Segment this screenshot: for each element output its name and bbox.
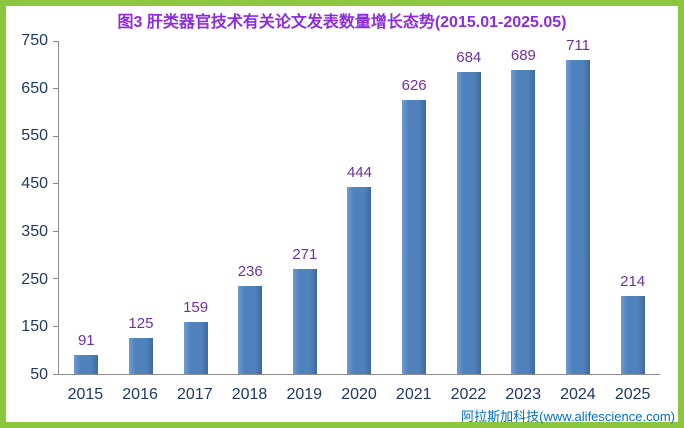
y-tick-mark: [53, 88, 59, 90]
y-tick-mark: [53, 135, 59, 137]
y-tick-label: 350: [21, 222, 48, 240]
bar-band: 711: [551, 38, 606, 374]
bar: 444: [347, 165, 372, 374]
bar: 159: [183, 300, 208, 374]
bar-band: 91: [59, 41, 114, 374]
bar: 684: [456, 50, 481, 374]
x-tick-label: 2019: [286, 386, 323, 403]
bar-band: 214: [605, 41, 660, 374]
bar-band: 444: [332, 41, 387, 374]
y-axis: 50 150 250 350 450 550 650 750: [0, 33, 50, 383]
x-tick-label: 2018: [231, 386, 268, 403]
y-tick-label: 550: [21, 127, 48, 145]
y-tick-label: 450: [21, 175, 48, 193]
y-tick-mark: [53, 278, 59, 280]
x-tick-label: 2024: [560, 386, 596, 403]
bar-value-label: 684: [456, 49, 482, 67]
y-tick-label: 250: [21, 270, 48, 288]
bar-band: 689: [496, 41, 551, 374]
plot-area: 91 125 159 236 271 444 626 684 689 711 214: [53, 38, 660, 375]
y-tick-mark: [53, 325, 59, 327]
bar-band: 684: [441, 41, 496, 374]
bar-band: 271: [278, 41, 333, 374]
bar-value-label: 711: [566, 36, 590, 54]
bar-band: 626: [387, 41, 442, 374]
bar-value-label: 444: [346, 163, 372, 181]
bar-band: 159: [168, 41, 223, 374]
chart-title: 图3 肝类器官技术有关论文发表数量增长态势(2015.01-2025.05): [117, 14, 567, 31]
bar: 711: [566, 38, 591, 374]
y-tick-mark: [53, 40, 59, 42]
bar-value-label: 91: [77, 331, 95, 349]
x-tick-label: 2025: [614, 386, 651, 403]
y-tick-mark: [53, 373, 59, 375]
y-tick-label: 150: [21, 318, 48, 336]
x-tick-label: 2020: [341, 386, 377, 403]
bar-band: 236: [223, 41, 278, 374]
bar: 689: [511, 48, 536, 374]
bar-value-label: 689: [510, 47, 536, 65]
x-axis: 2015 2016 2017 2018 2019 2020 2021 2022 2023 2024…: [58, 384, 660, 406]
x-tick-label: 2022: [450, 386, 487, 403]
bar: 125: [128, 316, 153, 374]
bar-value-label: 271: [292, 245, 318, 263]
bar-value-label: 626: [401, 77, 427, 94]
y-tick-mark: [53, 183, 59, 185]
y-tick-label: 50: [30, 366, 48, 383]
watermark: 阿拉斯加科技(www.alifescience.com): [461, 409, 675, 424]
bar-band: 125: [114, 41, 169, 374]
y-tick-mark: [53, 230, 59, 232]
bar-value-label: 214: [620, 272, 646, 290]
bar: 236: [238, 264, 263, 374]
bar-value-label: 159: [183, 299, 209, 317]
bar: 214: [620, 274, 645, 374]
x-tick-label: 2017: [177, 386, 213, 403]
bar-value-label: 125: [128, 315, 154, 333]
bar: 91: [74, 333, 99, 374]
bar: 271: [292, 247, 317, 374]
x-tick-label: 2016: [122, 386, 158, 403]
x-tick-label: 2021: [395, 386, 432, 403]
bar: 626: [402, 78, 427, 374]
x-tick-label: 2015: [67, 386, 104, 403]
y-tick-label: 650: [21, 79, 48, 97]
y-tick-label: 750: [21, 32, 48, 49]
x-tick-label: 2023: [505, 386, 541, 403]
bar-value-label: 236: [237, 262, 263, 280]
